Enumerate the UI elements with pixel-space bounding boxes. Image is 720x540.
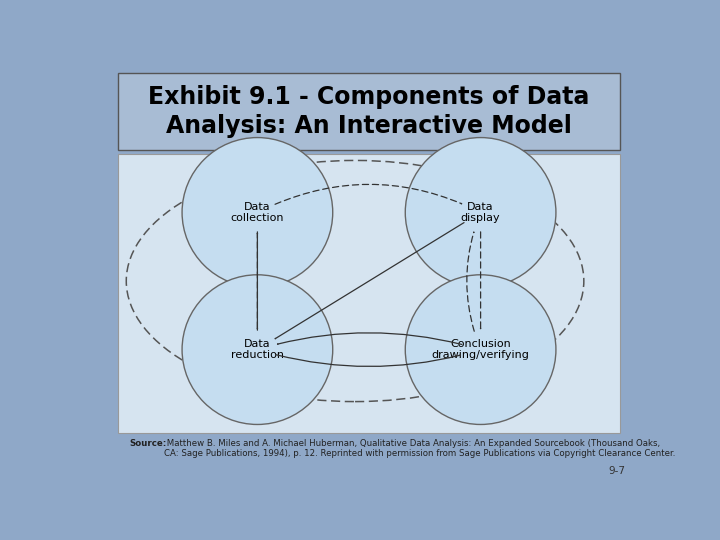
Ellipse shape: [182, 138, 333, 287]
Text: Matthew B. Miles and A. Michael Huberman, Qualitative Data Analysis: An Expanded: Matthew B. Miles and A. Michael Huberman…: [163, 439, 675, 458]
Ellipse shape: [182, 275, 333, 424]
Text: Data
reduction: Data reduction: [231, 339, 284, 360]
Text: Data
collection: Data collection: [230, 201, 284, 223]
FancyBboxPatch shape: [118, 154, 620, 433]
FancyArrowPatch shape: [275, 222, 464, 339]
FancyArrowPatch shape: [277, 333, 462, 345]
Text: 9-7: 9-7: [608, 467, 626, 476]
Text: Conclusion
drawing/verifying: Conclusion drawing/verifying: [432, 339, 529, 360]
FancyBboxPatch shape: [118, 73, 620, 150]
Text: Source:: Source:: [129, 439, 166, 448]
FancyArrowPatch shape: [467, 232, 474, 331]
Text: Exhibit 9.1 - Components of Data
Analysis: An Interactive Model: Exhibit 9.1 - Components of Data Analysi…: [148, 85, 590, 138]
Text: Data
display: Data display: [461, 201, 500, 223]
Ellipse shape: [405, 275, 556, 424]
FancyArrowPatch shape: [276, 355, 461, 367]
FancyArrowPatch shape: [275, 184, 462, 204]
Ellipse shape: [405, 138, 556, 287]
